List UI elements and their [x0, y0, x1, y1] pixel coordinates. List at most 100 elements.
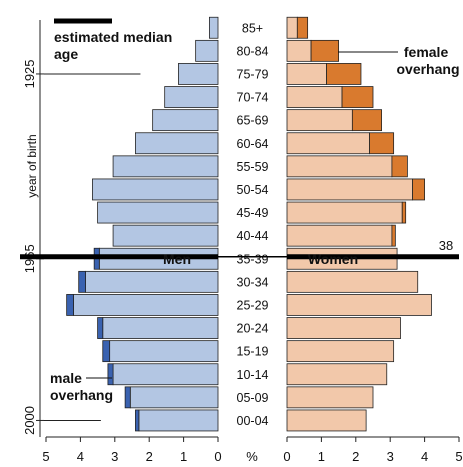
median-age-marker: 38: [20, 238, 459, 260]
women-bar-50-54: [286, 178, 413, 201]
age-labels-layer: 00-04 05-09 10-14 15-19 20-24 25-29 30-34 35-39…: [237, 21, 269, 428]
women-bar-75-79: [286, 63, 327, 85]
women-bar-05-09: [286, 386, 374, 409]
women-bar-70-74: [286, 86, 343, 108]
female-overhang-bar-50-54: [412, 178, 425, 201]
year-axis: 192519652000 year of birth: [22, 20, 44, 437]
median-legend-label-line1: estimated median: [54, 29, 172, 45]
age-label-00-04: 00-04: [237, 414, 269, 428]
men-bar-65-69: [152, 109, 219, 132]
median-legend-label: estimated median age: [54, 29, 176, 62]
men-bar-45-49: [97, 201, 219, 224]
men-bar-80-84: [195, 39, 219, 62]
men-bar-55-59: [112, 155, 219, 178]
age-label-65-69: 65-69: [237, 114, 269, 128]
x-tick-label-right-2: 2: [352, 449, 359, 464]
age-label-50-54: 50-54: [237, 183, 269, 197]
x-tick-label-left-4: 4: [77, 449, 84, 464]
female-overhang-bar-75-79: [326, 63, 362, 85]
female-overhang-bar-55-59: [391, 155, 408, 178]
women-bar-80-84: [286, 39, 312, 62]
age-label-15-19: 15-19: [237, 345, 269, 359]
year-leaders: [44, 73, 141, 421]
age-label-45-49: 45-49: [237, 206, 269, 220]
age-label-30-34: 30-34: [237, 275, 269, 289]
men-bar-85+: [208, 16, 219, 39]
y-axis-title: year of birth: [25, 134, 39, 197]
male-overhang-bar-20-24: [97, 317, 104, 339]
women-bar-10-14: [286, 363, 388, 386]
x-tick-label-left-0: 0: [214, 449, 221, 464]
female-overhang-bar-40-44: [391, 224, 396, 247]
female-overhang-bar-85+: [296, 16, 309, 39]
x-ticks-right: 0 1 2 3 4 5: [283, 437, 463, 464]
male-overhang-bar-15-19: [102, 340, 111, 363]
male-overhang-bar-25-29: [66, 294, 74, 316]
age-label-60-64: 60-64: [237, 137, 269, 151]
x-axis-left: 5 4 3 2 1 0: [42, 436, 222, 464]
female-overhang-bar-65-69: [351, 109, 382, 132]
year-labels: 192519652000: [22, 59, 44, 435]
women-bar-45-49: [286, 201, 403, 224]
age-label-10-14: 10-14: [237, 368, 269, 382]
male-overhang-label-line2: overhang: [50, 387, 113, 403]
x-tick-label-right-0: 0: [283, 449, 290, 464]
age-label-25-29: 25-29: [237, 298, 269, 312]
female-overhang-bar-60-64: [369, 132, 395, 155]
age-label-20-24: 20-24: [237, 322, 269, 336]
x-tick-label-right-1: 1: [318, 449, 325, 464]
men-bar-75-79: [178, 63, 219, 85]
women-bar-85+: [286, 16, 298, 39]
men-bar-60-64: [135, 132, 219, 155]
male-overhang-bar-30-34: [78, 270, 86, 293]
women-bar-25-29: [286, 294, 432, 316]
female-overhang-label: female overhang: [396, 44, 459, 77]
male-overhang-label: male overhang: [50, 370, 113, 403]
age-label-55-59: 55-59: [237, 160, 269, 174]
female-overhang-bar-45-49: [401, 201, 407, 224]
age-label-35-39: 35-39: [237, 252, 269, 266]
men-bar-70-74: [164, 86, 219, 108]
age-label-85+: 85+: [242, 21, 263, 35]
x-tick-label-right-3: 3: [387, 449, 394, 464]
age-label-75-79: 75-79: [237, 67, 269, 81]
x-tick-label-right-5: 5: [455, 449, 462, 464]
female-overhang-bar-80-84: [310, 39, 339, 62]
x-tick-label-left-2: 2: [146, 449, 153, 464]
median-age-value: 38: [439, 238, 453, 253]
age-label-40-44: 40-44: [237, 229, 269, 243]
age-label-70-74: 70-74: [237, 91, 269, 105]
age-label-05-09: 05-09: [237, 391, 269, 405]
female-overhang-bar-70-74: [341, 86, 374, 108]
women-bar-65-69: [286, 109, 353, 132]
x-tick-label-left-1: 1: [180, 449, 187, 464]
men-bar-20-24: [102, 317, 219, 339]
men-label: Men: [163, 251, 191, 267]
x-axis-right: 0 1 2 3 4 5: [283, 436, 463, 464]
age-label-80-84: 80-84: [237, 44, 269, 58]
male-overhang-label-line1: male: [50, 370, 82, 386]
men-bar-30-34: [85, 270, 219, 293]
men-bar-00-04: [138, 409, 219, 432]
male-overhang-bar-00-04: [135, 409, 140, 432]
men-bar-10-14: [112, 363, 219, 386]
x-tick-label-right-4: 4: [421, 449, 428, 464]
x-tick-label-left-5: 5: [42, 449, 49, 464]
x-ticks-left: 5 4 3 2 1 0: [42, 437, 222, 464]
women-bar-00-04: [286, 409, 367, 432]
men-bar-25-29: [73, 294, 219, 316]
male-overhang-bar-10-14: [107, 363, 114, 386]
men-bar-50-54: [92, 178, 219, 201]
x-unit-label: %: [246, 449, 258, 464]
male-overhang-bar-05-09: [124, 386, 131, 409]
men-bar-05-09: [129, 386, 219, 409]
women-bar-60-64: [286, 132, 370, 155]
x-tick-label-left-3: 3: [111, 449, 118, 464]
median-legend: estimated median age: [54, 18, 176, 62]
women-bar-55-59: [286, 155, 393, 178]
female-overhang-annotation: female overhang: [338, 44, 460, 77]
women-label: Women: [308, 251, 358, 267]
women-bar-20-24: [286, 317, 401, 339]
men-bar-40-44: [112, 224, 219, 247]
